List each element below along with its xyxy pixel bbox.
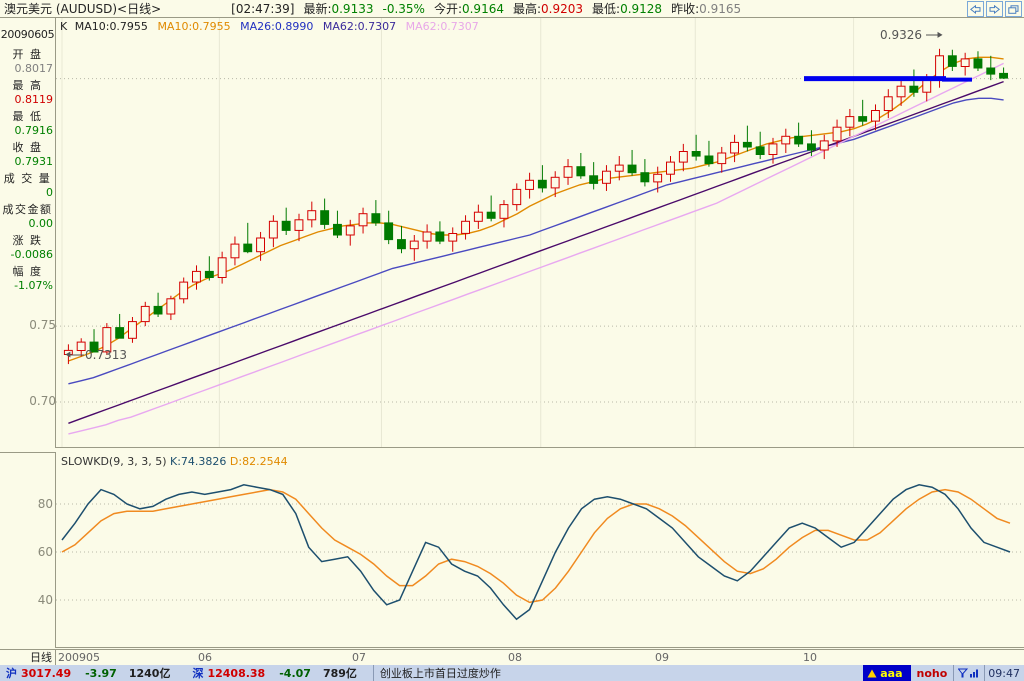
sz-index-value: 12408.38: [207, 666, 266, 680]
sz-index-change: -4.07: [279, 666, 311, 680]
percent-change-value: -0.35%: [382, 1, 425, 16]
warning-triangle-icon: [867, 669, 877, 677]
ohlc-info-panel: 20090605 开 盘 0.8017 最 高 0.8119 最 低 0.791…: [0, 18, 56, 448]
high-price-label: 最高:: [512, 2, 542, 16]
x-axis-bar: 日线 200905 06 07 08 09 10: [0, 649, 1024, 665]
kd-d-value: D:82.2544: [229, 455, 288, 468]
x-tick-5: 10: [803, 651, 817, 664]
sh-index-tag[interactable]: 沪: [6, 667, 17, 680]
sh-index-amount: 1240亿: [128, 667, 171, 680]
info-value-low: 0.7916: [14, 124, 54, 137]
info-label-volume: 成 交 量: [3, 172, 52, 185]
back-arrow-icon[interactable]: [967, 1, 984, 17]
info-label-close: 收 盘: [12, 141, 43, 154]
legend-ma10-black: MA10:0.7955: [74, 20, 148, 33]
legend-ma10-orange: MA10:0.7955: [157, 20, 231, 33]
low-price-annotation-text: 0.7313: [85, 348, 127, 362]
kd-chart-svg: [56, 484, 1024, 621]
legend-k: K: [60, 20, 68, 33]
sz-index-amount: 789亿: [322, 667, 357, 680]
info-label-change: 涨 跌: [12, 234, 43, 247]
low-price-group: 最低:0.9128: [592, 0, 662, 17]
info-value-close: 0.7931: [14, 155, 54, 168]
info-value-turnover: 0.00: [28, 217, 54, 230]
info-label-turnover: 成交金额: [2, 203, 53, 216]
cycle-label[interactable]: 日线: [0, 650, 56, 665]
signal-strength-icon[interactable]: [953, 665, 984, 681]
low-price-label: 最低:: [592, 2, 621, 16]
x-tick-0: 200905: [58, 651, 100, 664]
server-time: [02:47:39]: [231, 1, 295, 16]
info-date: 20090605: [0, 28, 55, 41]
open-price-value: 0.9164: [461, 2, 504, 16]
info-value-amplitude: -1.07%: [14, 279, 53, 292]
price-chart-pane[interactable]: K MA10:0.7955 MA10:0.7955 MA26:0.8990 MA…: [56, 18, 1024, 448]
kd-legend: SLOWKD(9, 3, 3, 5) K:74.3826 D:82.2544: [61, 455, 288, 468]
restore-window-icon[interactable]: [1005, 1, 1022, 17]
news-ticker[interactable]: 创业板上市首日过度炒作: [372, 665, 501, 681]
info-value-open: 0.8017: [14, 62, 54, 75]
kd-y-axis-box: 80 60 40: [0, 452, 56, 648]
x-tick-2: 07: [352, 651, 366, 664]
high-price-group: 最高:0.9203: [513, 0, 583, 17]
x-tick-4: 09: [655, 651, 669, 664]
forward-arrow-icon[interactable]: [986, 1, 1003, 17]
legend-ma26: MA26:0.8990: [240, 20, 314, 33]
ma-legend: K MA10:0.7955 MA10:0.7955 MA26:0.8990 MA…: [60, 20, 479, 33]
x-tick-1: 06: [198, 651, 212, 664]
last-price-value: 0.9133: [331, 2, 374, 16]
market-status-bar: 沪 3017.49 -3.97 1240亿 深 12408.38 -4.07 7…: [0, 665, 1024, 681]
last-price-label: 最新:: [303, 2, 332, 16]
last-price-group: 最新:0.9133: [303, 0, 373, 17]
open-price-label: 今开:: [433, 2, 462, 16]
x-tick-3: 08: [508, 651, 522, 664]
info-value-high: 0.8119: [14, 93, 54, 106]
info-label-low: 最 低: [12, 110, 43, 123]
symbol-title: 澳元美元 (AUDUSD)<日线>: [4, 2, 162, 16]
info-label-open: 开 盘: [12, 48, 43, 61]
window-nav-buttons: [967, 1, 1022, 17]
kd-y-tick-60: 60: [37, 545, 53, 559]
sh-index-change: -3.97: [85, 666, 117, 680]
sh-index-value: 3017.49: [21, 666, 72, 680]
kd-chart-pane[interactable]: SLOWKD(9, 3, 3, 5) K:74.3826 D:82.2544: [56, 452, 1024, 648]
legend-ma62-light: MA62:0.7307: [405, 20, 479, 33]
low-price-value: 0.9128: [620, 2, 663, 16]
brand-badge[interactable]: aaa: [863, 665, 911, 681]
kd-y-tick-80: 80: [37, 497, 53, 511]
clock-label: 09:47: [984, 665, 1024, 681]
info-value-volume: 0: [46, 186, 53, 199]
kd-indicator-name: SLOWKD(9, 3, 3, 5): [61, 455, 167, 468]
prev-close-value: 0.9165: [699, 2, 742, 16]
brand-badge-label: aaa: [880, 666, 903, 680]
kd-k-value: K:74.3826: [170, 455, 227, 468]
sz-index-tag[interactable]: 深: [192, 667, 204, 680]
info-label-high: 最 高: [12, 79, 43, 92]
prev-close-label: 昨收:: [671, 2, 700, 16]
price-chart-svg: 0.9326 0.7313: [56, 18, 1024, 447]
open-price-group: 今开:0.9164: [434, 0, 504, 17]
prev-close-group: 昨收:0.9165: [671, 0, 741, 17]
status-right-group: aaa noho 09:47: [863, 665, 1024, 681]
legend-ma62-dark: MA62:0.7307: [322, 20, 397, 33]
vendor-label: noho: [910, 665, 954, 681]
quote-header-bar: 澳元美元 (AUDUSD)<日线> [02:47:39] 最新:0.9133 -…: [0, 0, 1024, 18]
kd-y-tick-40: 40: [37, 593, 53, 607]
high-price-value: 0.9203: [541, 2, 584, 16]
info-value-change: -0.0086: [10, 248, 53, 261]
info-label-amplitude: 幅 度: [12, 265, 43, 278]
high-price-annotation-text: 0.9326: [880, 28, 922, 42]
